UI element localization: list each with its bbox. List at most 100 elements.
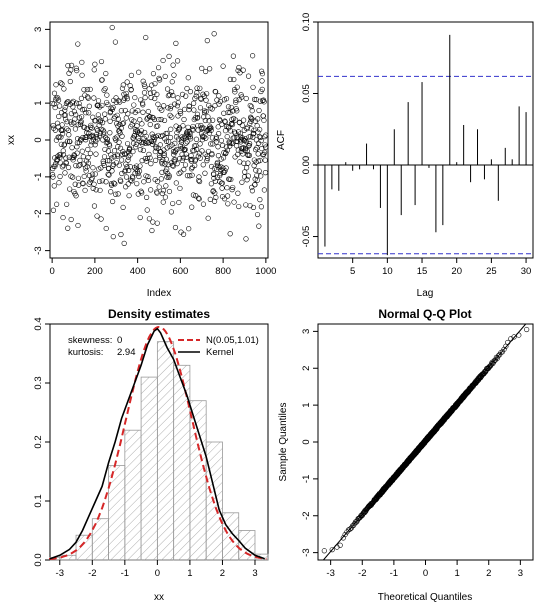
scatter-point bbox=[140, 78, 146, 84]
scatter-point bbox=[111, 180, 117, 186]
scatter-point bbox=[54, 120, 61, 126]
scatter-point bbox=[198, 131, 205, 137]
scatter-point bbox=[79, 72, 85, 78]
scatter-point bbox=[63, 116, 69, 122]
scatter-point bbox=[246, 143, 252, 149]
scatter-point bbox=[118, 108, 124, 114]
scatter-point bbox=[195, 153, 201, 159]
scatter-point bbox=[57, 173, 63, 180]
scatter-point bbox=[159, 107, 165, 113]
scatter-point bbox=[209, 135, 216, 141]
y-tick-label-1: -1 bbox=[33, 173, 44, 181]
scatter-point bbox=[229, 121, 236, 128]
scatter-point bbox=[58, 80, 64, 86]
scatter-point bbox=[83, 134, 89, 140]
x-tick-label-2: 10 bbox=[382, 266, 393, 277]
scatter-point bbox=[110, 161, 117, 168]
scatter-point bbox=[195, 195, 202, 201]
scatter-point bbox=[160, 157, 166, 163]
scatter-point bbox=[204, 155, 211, 162]
scatter-point bbox=[101, 129, 107, 135]
scatter-point bbox=[90, 165, 96, 171]
histogram-bar bbox=[108, 465, 126, 561]
scatter-point bbox=[88, 122, 94, 128]
x-tick-label-1: 800 bbox=[215, 266, 231, 277]
scatter-point bbox=[169, 79, 175, 85]
scatter-point bbox=[110, 198, 116, 205]
scatter-point bbox=[70, 154, 77, 161]
scatter-point bbox=[70, 104, 76, 110]
qq-point bbox=[524, 326, 530, 333]
scatter-point bbox=[149, 227, 155, 234]
scatter-point bbox=[208, 125, 214, 131]
scatter-point bbox=[139, 100, 146, 106]
scatter-point bbox=[200, 201, 207, 207]
scatter-point bbox=[136, 69, 142, 75]
scatter-point bbox=[183, 151, 189, 157]
scatter-point bbox=[87, 150, 93, 156]
scatter-point bbox=[134, 123, 140, 129]
scatter-point bbox=[244, 165, 250, 171]
scatter-point bbox=[160, 199, 166, 205]
scatter-point bbox=[74, 150, 80, 156]
scatter-point bbox=[91, 67, 97, 73]
scatter-point bbox=[167, 106, 173, 112]
scatter-point bbox=[218, 138, 225, 144]
scatter-point bbox=[241, 117, 247, 123]
scatter-point bbox=[85, 94, 91, 100]
scatter-point bbox=[223, 144, 229, 150]
scatter-point bbox=[85, 95, 91, 101]
scatter-point bbox=[179, 151, 185, 158]
x-tick-label-4: 1 bbox=[454, 568, 459, 579]
scatter-point bbox=[166, 139, 172, 145]
scatter-point bbox=[190, 127, 196, 133]
scatter-point bbox=[222, 168, 228, 174]
scatter-point bbox=[60, 148, 66, 154]
scatter-point bbox=[202, 68, 209, 75]
scatter-point bbox=[201, 125, 207, 131]
y-tick-label-4: -2 bbox=[301, 512, 312, 520]
kurtosis-label: kurtosis: bbox=[68, 347, 103, 358]
scatter-point bbox=[103, 225, 109, 232]
scatter-point bbox=[236, 203, 242, 210]
scatter-point bbox=[248, 104, 255, 110]
scatter-point bbox=[211, 31, 217, 37]
scatter-point bbox=[261, 117, 267, 123]
scatter-point bbox=[103, 140, 110, 146]
scatter-point bbox=[51, 90, 58, 96]
scatter-point bbox=[71, 109, 77, 115]
scatter-point bbox=[249, 108, 255, 114]
scatter-point bbox=[239, 122, 245, 128]
scatter-point bbox=[157, 142, 163, 148]
scatter-point bbox=[196, 174, 202, 180]
scatter-point bbox=[63, 160, 69, 166]
scatter-point bbox=[170, 92, 176, 99]
scatter-point bbox=[194, 90, 200, 96]
scatter-point bbox=[99, 178, 105, 184]
qq-point bbox=[490, 360, 496, 366]
scatter-point bbox=[107, 118, 113, 124]
scatter-point bbox=[197, 141, 203, 147]
scatter-point bbox=[96, 133, 102, 139]
qq-point bbox=[492, 357, 499, 363]
scatter-point bbox=[99, 120, 106, 126]
scatter-point bbox=[56, 180, 62, 186]
scatter-point bbox=[211, 165, 217, 172]
scatter-point bbox=[58, 134, 64, 140]
scatter-point bbox=[244, 177, 250, 183]
scatter-point bbox=[72, 126, 79, 132]
scatter-point bbox=[164, 145, 170, 151]
scatter-point bbox=[63, 155, 69, 161]
scatter-point bbox=[148, 94, 154, 101]
y-tick-label-3: 0.0 bbox=[33, 553, 44, 566]
scatter-point bbox=[115, 144, 121, 150]
scatter-point bbox=[262, 134, 268, 140]
y-tick-label-1: 3 bbox=[33, 27, 44, 32]
scatter-point bbox=[161, 150, 167, 156]
scatter-point bbox=[126, 193, 132, 199]
scatter-point bbox=[205, 215, 211, 221]
scatter-point bbox=[189, 156, 195, 162]
x-tick-label-4: 3 bbox=[518, 568, 523, 579]
x-tick-label-1: 0 bbox=[49, 266, 54, 277]
scatter-point bbox=[145, 174, 151, 180]
